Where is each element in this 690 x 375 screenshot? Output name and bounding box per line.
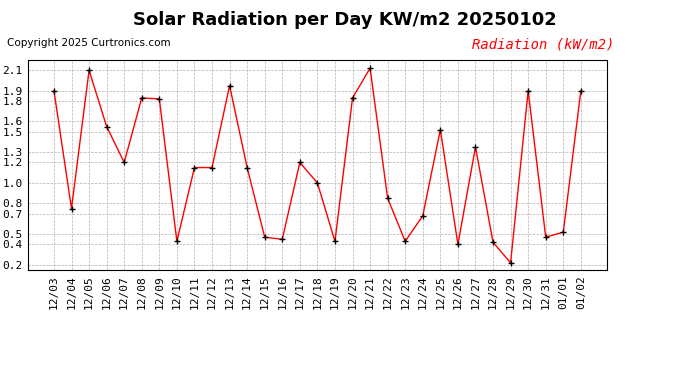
Text: Radiation (kW/m2): Radiation (kW/m2) xyxy=(472,38,614,51)
Text: Solar Radiation per Day KW/m2 20250102: Solar Radiation per Day KW/m2 20250102 xyxy=(133,11,557,29)
Text: Copyright 2025 Curtronics.com: Copyright 2025 Curtronics.com xyxy=(7,38,170,48)
